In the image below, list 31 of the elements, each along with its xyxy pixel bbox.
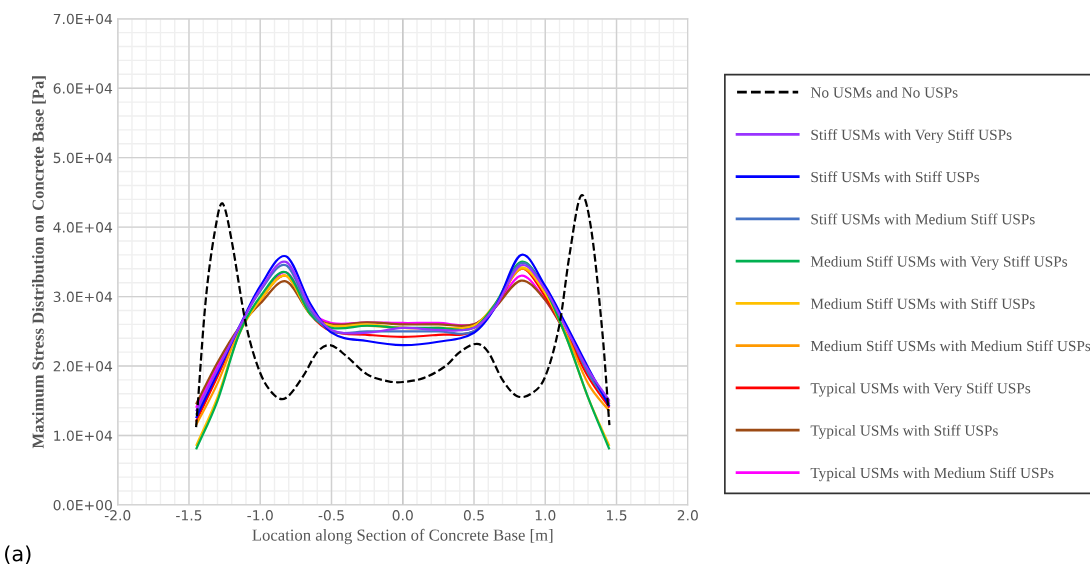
x-tick-label: -2.0 [104, 510, 131, 521]
x-tick-label: -1.5 [176, 510, 202, 521]
x-tick-label: -0.5 [318, 510, 344, 521]
legend-label: Medium Stiff USMs with Medium Stiff USPs [810, 340, 1090, 352]
text: (a) [5, 545, 31, 564]
y-tick-label: 6.0E+04 [53, 83, 113, 94]
legend-label: No USMs and No USPs [810, 86, 958, 98]
legend-label: Typical USMs with Stiff USPs [810, 424, 998, 439]
x-tick-label: 0.5 [463, 510, 484, 521]
legend-label: Typical USMs with Very Stiff USPs [810, 382, 1031, 397]
y-tick-label: 4.0E+04 [53, 222, 113, 233]
y-axis-title: Maximum Stress Distribution on Concrete Base [Pa] [32, 76, 46, 449]
x-tick-label: 0.0 [392, 510, 413, 521]
legend-label: Stiff USMs with Medium Stiff USPs [811, 213, 1035, 225]
y-tick-label: 7.0E+04 [53, 13, 113, 25]
y-tick-label: 2.0E+04 [53, 361, 113, 372]
x-axis-title: Location along Section of Concrete Base [m] [252, 528, 553, 545]
legend-label: Stiff USMs with Very Stiff USPs [811, 129, 1012, 144]
y-tick-label: 3.0E+04 [53, 291, 113, 303]
legend-label: Stiff USMs with Stiff USPs [811, 171, 980, 183]
legend-label: Medium Stiff USMs with Very Stiff USPs [810, 255, 1068, 270]
line-series [194, 194, 611, 429]
x-tick-label: 1.5 [607, 510, 627, 521]
legend-label: Medium Stiff USMs with Stiff USPs [810, 298, 1035, 309]
x-tick-label: 1.0 [535, 510, 556, 521]
y-tick-label: 0.0E+00 [53, 499, 112, 511]
x-tick-label: -1.0 [247, 510, 273, 521]
y-tick-label: 1.0E+04 [54, 430, 113, 441]
y-tick-label: 5.0E+04 [53, 152, 113, 164]
legend-label: Typical USMs with Medium Stiff USPs [810, 467, 1054, 482]
x-tick-label: 2.0 [677, 510, 698, 521]
